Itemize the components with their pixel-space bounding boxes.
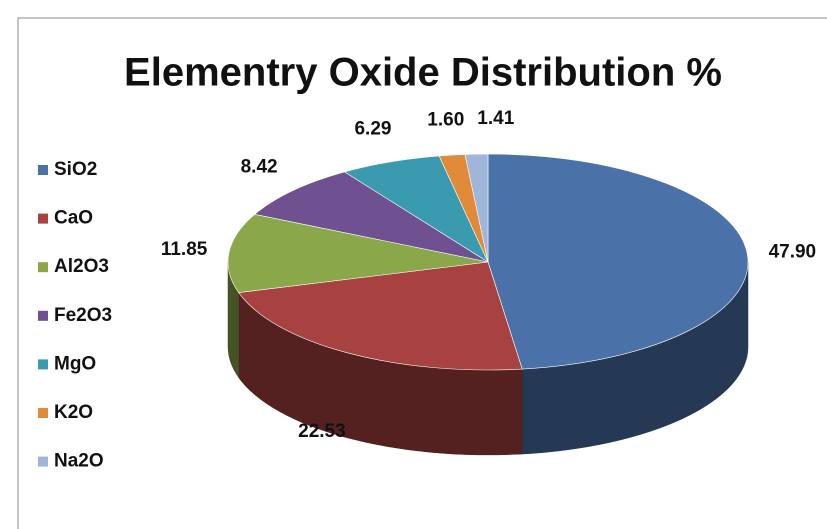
legend-swatch xyxy=(38,165,48,175)
legend-swatch xyxy=(38,310,48,321)
legend-swatch xyxy=(38,262,48,273)
legend-label: K2O xyxy=(54,402,93,423)
data-label: 22.53 xyxy=(298,421,346,442)
legend-label: CaO xyxy=(54,208,93,229)
pie-slice xyxy=(464,153,489,263)
data-label: 47.90 xyxy=(769,242,817,263)
legend-label: MgO xyxy=(54,353,96,374)
pie-slice xyxy=(238,261,523,371)
data-label: 8.42 xyxy=(241,157,278,178)
pie-slice xyxy=(227,213,489,293)
chart-title: Elementry Oxide Distribution % xyxy=(124,51,722,95)
legend-swatch xyxy=(38,213,48,224)
legend-label: Al2O3 xyxy=(54,256,109,277)
data-label: 6.29 xyxy=(354,119,391,140)
legend-label: Na2O xyxy=(54,451,104,472)
data-label: 1.60 xyxy=(427,109,464,130)
legend-swatch xyxy=(38,456,48,467)
legend-label: SiO2 xyxy=(54,159,97,180)
legend-swatch xyxy=(38,359,48,370)
pie-slice xyxy=(487,153,749,370)
pie-slice xyxy=(254,171,489,263)
data-label: 11.85 xyxy=(161,239,208,260)
legend-swatch xyxy=(38,408,48,418)
data-label: 1.41 xyxy=(477,108,514,129)
legend-label: Fe2O3 xyxy=(54,305,112,326)
